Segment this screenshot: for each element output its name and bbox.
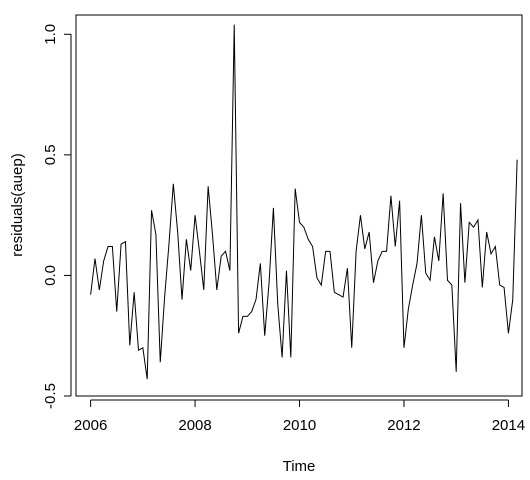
y-axis-label: residuals(auep) bbox=[9, 153, 26, 256]
x-axis-label: Time bbox=[283, 458, 316, 475]
x-axis: 2006 2008 2010 2012 2014 bbox=[74, 399, 525, 434]
x-tick-label: 2014 bbox=[492, 417, 525, 434]
y-tick-label: 0.5 bbox=[42, 144, 59, 165]
series-layer bbox=[90, 24, 518, 380]
y-axis: -0.5 0.0 0.5 1.0 bbox=[42, 24, 72, 409]
y-tick-label: -0.5 bbox=[42, 383, 59, 409]
x-tick-label: 2008 bbox=[178, 417, 211, 434]
series-line-0 bbox=[90, 24, 518, 380]
x-tick-label: 2012 bbox=[387, 417, 420, 434]
x-tick-label: 2010 bbox=[283, 417, 316, 434]
plot-box bbox=[75, 14, 523, 397]
y-tick-label: 1.0 bbox=[42, 24, 59, 45]
y-tick-label: 0.0 bbox=[42, 265, 59, 286]
x-tick-label: 2006 bbox=[74, 417, 107, 434]
